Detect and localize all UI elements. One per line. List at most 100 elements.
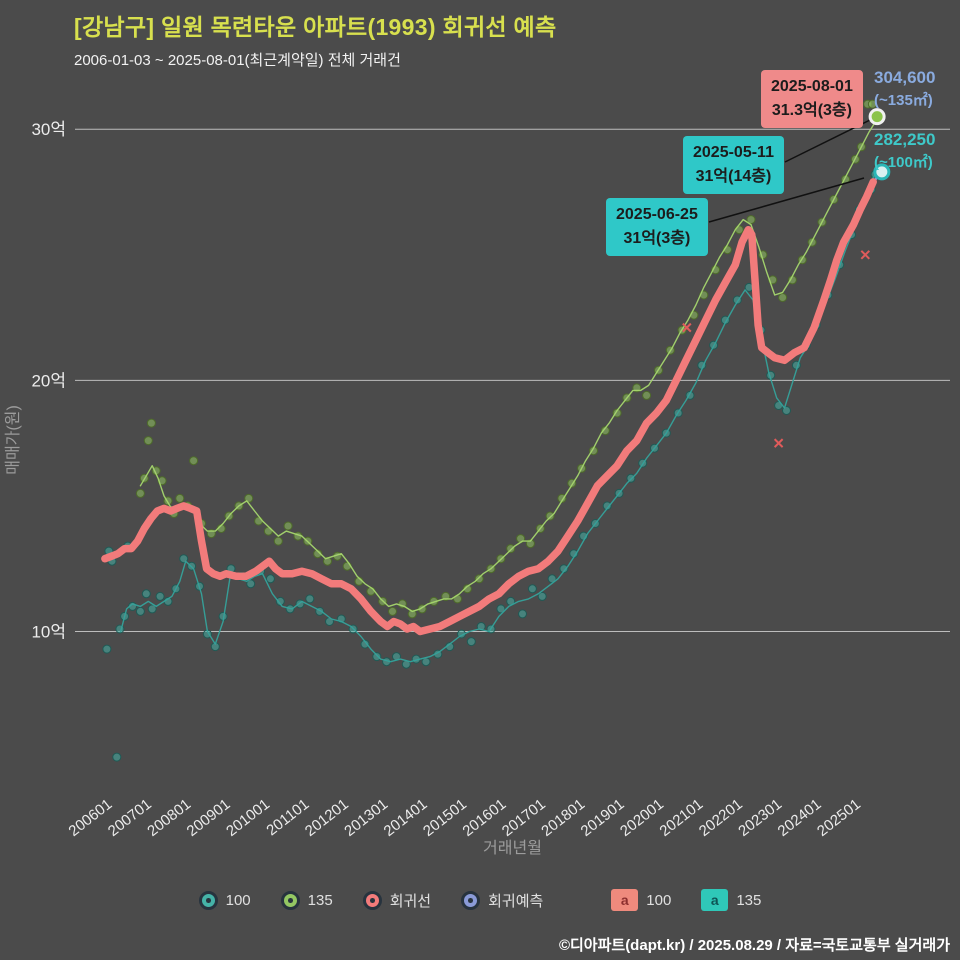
legend-dot-icon	[461, 890, 481, 910]
legend-item-135-1[interactable]: 135	[280, 890, 333, 910]
line-135-line	[139, 118, 878, 613]
callout-price: 31.3억(3층)	[771, 102, 852, 119]
legend-item-회귀예측-3[interactable]: 회귀예측	[461, 890, 543, 911]
y-axis-title: 매매가(원)	[4, 405, 22, 475]
callout-trade-14f: 2025-05-11 31억(14층)	[683, 136, 784, 194]
page-subtitle: 2006-01-03 ~ 2025-08-01(최근계약일) 전체 거래건	[74, 52, 401, 69]
scatter-point	[496, 604, 506, 614]
series-outliers	[682, 250, 871, 448]
scatter-point	[313, 549, 323, 559]
x-tick-label: 202101	[656, 796, 706, 840]
callout-trade-3f: 2025-06-25 31억(3층)	[606, 198, 708, 256]
outlier-x-icon	[860, 250, 871, 260]
credit-footer: ©디아파트(dapt.kr) / 2025.08.29 / 자료=국토교통부 실…	[558, 937, 950, 954]
scatter-point	[506, 544, 516, 554]
scatter-point	[143, 436, 153, 446]
x-tick-label: 202501	[814, 796, 864, 840]
legend-label: 회귀선	[389, 892, 432, 910]
x-tick-label: 200701	[105, 796, 155, 840]
forecast-area-135: (~135㎡)	[874, 91, 933, 109]
callout-date: 2025-05-11	[693, 144, 774, 161]
x-tick-label: 202001	[617, 796, 667, 840]
scatter-point	[275, 596, 285, 606]
scatter-point	[189, 456, 199, 466]
latest-point-marker	[868, 108, 886, 126]
legend-label: 135	[307, 891, 333, 909]
line-회귀선	[101, 178, 877, 636]
series-135-line	[139, 118, 878, 613]
scatter-point	[147, 604, 157, 614]
x-tick-label: 201801	[538, 796, 588, 840]
legend-label: 100	[225, 891, 251, 909]
callout-latest-100: 2025-08-01 31.3억(3층)	[761, 70, 863, 128]
legend-item-100-4[interactable]: a 100	[611, 889, 671, 911]
scatter-point	[867, 99, 877, 109]
series-회귀선	[101, 178, 877, 636]
scatter-point	[135, 606, 145, 616]
scatter-point	[474, 574, 484, 584]
x-tick-label: 201101	[263, 796, 312, 840]
x-tick-label: 201301	[341, 796, 391, 840]
callout-date: 2025-08-01	[771, 78, 853, 95]
x-tick-label: 200801	[144, 796, 194, 840]
chart-legend: 100 135 회귀선 회귀예측 a 100 a 135	[0, 889, 960, 911]
scatter-point	[518, 609, 527, 619]
x-tick-label: 202401	[775, 796, 825, 840]
scatter-point	[388, 606, 397, 616]
scatter-point	[746, 215, 756, 225]
forecast-value-100: 282,250	[874, 130, 936, 149]
series-100-line	[119, 173, 876, 663]
scatter-point	[265, 574, 275, 584]
scatter-point	[366, 586, 376, 596]
legend-dot-icon	[280, 890, 300, 910]
x-tick-label: 201901	[578, 796, 628, 840]
scatter-point	[602, 501, 612, 511]
forecast-area-100: (~100㎡)	[874, 153, 933, 171]
page-title: [강남구] 일원 목련타운 아파트(1993) 회귀선 예측	[74, 14, 557, 40]
scatter-point	[146, 418, 156, 428]
scatter-point	[734, 225, 744, 235]
x-tick-label: 201601	[459, 796, 509, 840]
x-tick-label: 201201	[302, 796, 352, 840]
latest-point-marker	[873, 163, 891, 181]
scatter-point	[112, 752, 122, 762]
scatter-point	[360, 639, 370, 649]
forecast-label-100: 282,250 (~100㎡)	[874, 128, 935, 173]
x-tick-label: 202201	[696, 796, 746, 840]
scatter-point	[141, 589, 151, 599]
scatter-point	[559, 564, 569, 574]
chart-header: [강남구] 일원 목련타운 아파트(1993) 회귀선 예측 2006-01-0…	[74, 8, 556, 70]
legend-item-135-5[interactable]: a 135	[701, 889, 761, 911]
scatter-point	[600, 426, 610, 436]
legend-item-회귀선-2[interactable]: 회귀선	[362, 890, 432, 911]
scatter-point	[102, 644, 112, 654]
legend-label: 135	[736, 891, 762, 909]
scatter-point	[407, 609, 417, 619]
forecast-value-135: 304,600	[874, 68, 936, 87]
scatter-point	[527, 584, 537, 594]
scatter-point	[155, 591, 165, 601]
x-tick-label: 201401	[381, 796, 431, 840]
legend-abox-icon: a	[611, 889, 639, 911]
outlier-x-icon	[773, 438, 784, 448]
x-tick-label: 200901	[184, 796, 234, 840]
scatter-point	[175, 493, 185, 503]
scatter-point	[778, 293, 788, 302]
x-tick-label: 202301	[735, 796, 785, 840]
scatter-point	[537, 591, 547, 601]
scatter-point	[774, 401, 784, 410]
y-tick-label: 10억	[31, 623, 66, 642]
legend-label: 회귀예측	[488, 892, 544, 910]
scatter-point	[642, 390, 652, 400]
annotation-arrow	[708, 177, 865, 223]
legend-dot-icon	[198, 890, 218, 910]
y-tick-label: 30억	[31, 120, 66, 139]
scatter-point	[305, 594, 315, 604]
legend-item-100-0[interactable]: 100	[198, 890, 251, 910]
scatter-point	[372, 652, 382, 662]
scatter-point	[466, 637, 476, 647]
x-tick-label: 201701	[499, 796, 549, 840]
legend-label: 100	[646, 891, 672, 909]
forecast-label-135: 304,600 (~135㎡)	[874, 66, 935, 111]
